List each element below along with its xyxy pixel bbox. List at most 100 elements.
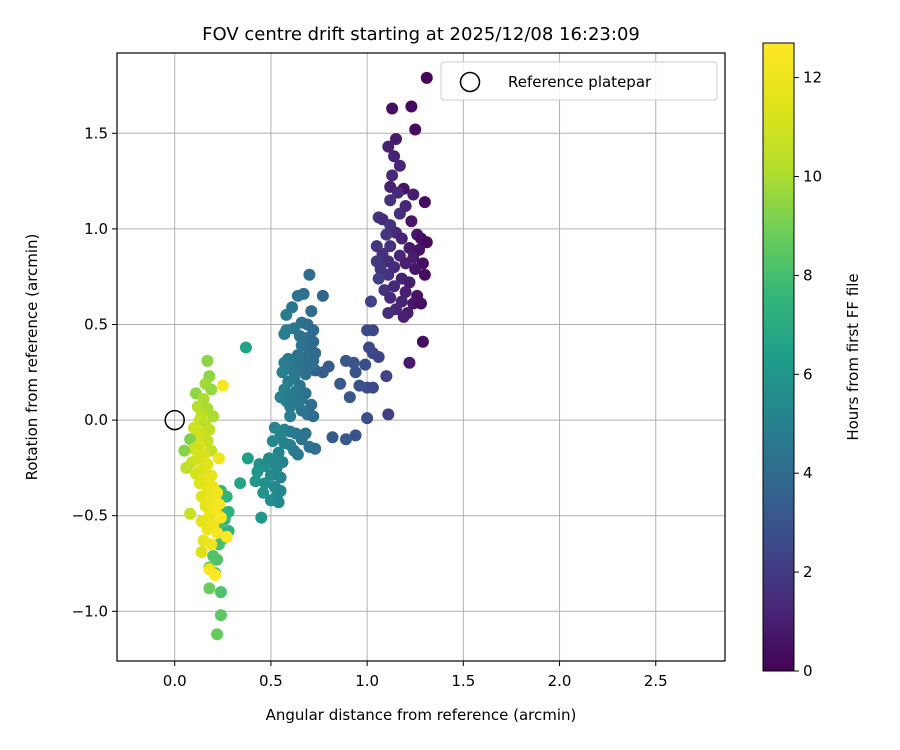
data-point bbox=[284, 410, 297, 423]
data-point bbox=[393, 207, 406, 220]
data-point bbox=[395, 232, 408, 245]
colorbar-tick-label: 4 bbox=[803, 464, 813, 482]
data-point bbox=[418, 268, 431, 281]
data-point bbox=[339, 354, 352, 367]
data-point bbox=[399, 285, 412, 298]
y-tick-label: −0.5 bbox=[72, 507, 108, 525]
data-point bbox=[405, 100, 418, 113]
chart-title: FOV centre drift starting at 2025/12/08 … bbox=[202, 24, 640, 45]
data-point bbox=[291, 448, 304, 461]
data-point bbox=[303, 268, 316, 281]
data-point bbox=[361, 412, 374, 425]
data-point bbox=[297, 287, 310, 300]
colorbar-tick-label: 12 bbox=[803, 69, 822, 87]
data-point bbox=[307, 410, 320, 423]
data-point bbox=[388, 280, 401, 293]
data-point bbox=[420, 71, 433, 84]
y-tick-label: 0.5 bbox=[84, 315, 108, 333]
data-point bbox=[187, 442, 200, 455]
data-point bbox=[241, 452, 254, 465]
colorbar: 0 2 4 6 8 10 12 Hours from first FF file bbox=[762, 42, 862, 680]
grid-lines bbox=[117, 53, 725, 661]
data-point bbox=[366, 381, 379, 394]
data-point bbox=[201, 523, 214, 536]
data-point bbox=[195, 490, 208, 503]
data-point bbox=[382, 268, 395, 281]
data-point bbox=[184, 433, 197, 446]
colorbar-tick-label: 8 bbox=[803, 266, 813, 284]
data-point bbox=[384, 240, 397, 253]
data-point bbox=[382, 140, 395, 153]
data-point bbox=[272, 496, 285, 509]
x-axis-ticks: 0.0 0.5 1.0 1.5 2.0 2.5 bbox=[163, 661, 668, 690]
data-point bbox=[214, 586, 227, 599]
data-point bbox=[415, 297, 427, 310]
data-point bbox=[234, 477, 247, 490]
data-point bbox=[305, 305, 318, 318]
y-tick-label: −1.0 bbox=[72, 602, 108, 620]
data-point bbox=[274, 471, 287, 484]
data-point bbox=[418, 196, 431, 209]
data-point bbox=[178, 444, 191, 457]
legend: Reference platepar bbox=[440, 61, 718, 101]
y-axis-ticks: −1.0 −0.5 0.0 0.5 1.0 1.5 bbox=[72, 124, 117, 620]
colorbar-tick-label: 0 bbox=[803, 662, 813, 680]
data-point bbox=[393, 159, 406, 172]
data-point bbox=[388, 150, 401, 163]
colorbar-ticks: 0 2 4 6 8 10 12 bbox=[794, 69, 822, 680]
data-point bbox=[284, 400, 297, 413]
legend-box bbox=[440, 61, 718, 101]
data-point bbox=[403, 356, 416, 369]
colorbar-tick-label: 2 bbox=[803, 563, 813, 581]
data-points bbox=[178, 71, 433, 641]
data-point bbox=[257, 486, 270, 499]
data-point bbox=[299, 368, 312, 381]
x-tick-label: 1.0 bbox=[355, 672, 379, 690]
data-point bbox=[211, 553, 224, 566]
data-point bbox=[205, 538, 218, 551]
data-point bbox=[409, 123, 422, 136]
data-point bbox=[309, 442, 322, 455]
data-point bbox=[353, 379, 366, 392]
data-point bbox=[343, 391, 356, 404]
colorbar-tick-label: 10 bbox=[803, 168, 822, 186]
x-tick-label: 1.5 bbox=[451, 672, 475, 690]
data-point bbox=[326, 431, 339, 444]
data-point bbox=[211, 628, 224, 641]
data-point bbox=[180, 461, 193, 474]
data-point bbox=[216, 379, 229, 392]
data-point bbox=[382, 408, 395, 421]
data-point bbox=[276, 366, 289, 379]
data-point bbox=[239, 341, 252, 354]
data-point bbox=[386, 102, 399, 115]
y-axis-label: Rotation from reference (arcmin) bbox=[23, 234, 41, 481]
data-point bbox=[251, 465, 264, 478]
data-point bbox=[399, 257, 412, 270]
legend-reference-marker bbox=[459, 71, 481, 93]
data-point bbox=[195, 546, 208, 559]
data-point bbox=[189, 467, 202, 480]
data-point bbox=[266, 435, 279, 448]
data-point bbox=[339, 433, 352, 446]
data-point bbox=[372, 272, 385, 285]
data-point bbox=[391, 186, 404, 199]
x-tick-label: 2.5 bbox=[644, 672, 668, 690]
data-point bbox=[316, 289, 329, 302]
data-point bbox=[199, 500, 212, 513]
data-point bbox=[280, 308, 293, 321]
data-point bbox=[382, 307, 395, 320]
data-point bbox=[403, 276, 416, 289]
data-point bbox=[184, 507, 197, 520]
data-point bbox=[211, 526, 224, 539]
data-point bbox=[295, 433, 308, 446]
legend-label: Reference platepar bbox=[508, 73, 652, 91]
x-tick-label: 0.0 bbox=[163, 672, 187, 690]
data-point bbox=[209, 568, 222, 581]
data-point bbox=[359, 358, 372, 371]
data-point bbox=[259, 477, 272, 490]
data-point bbox=[349, 366, 362, 379]
data-point bbox=[409, 263, 422, 276]
data-point bbox=[205, 383, 218, 396]
data-point bbox=[334, 377, 347, 390]
